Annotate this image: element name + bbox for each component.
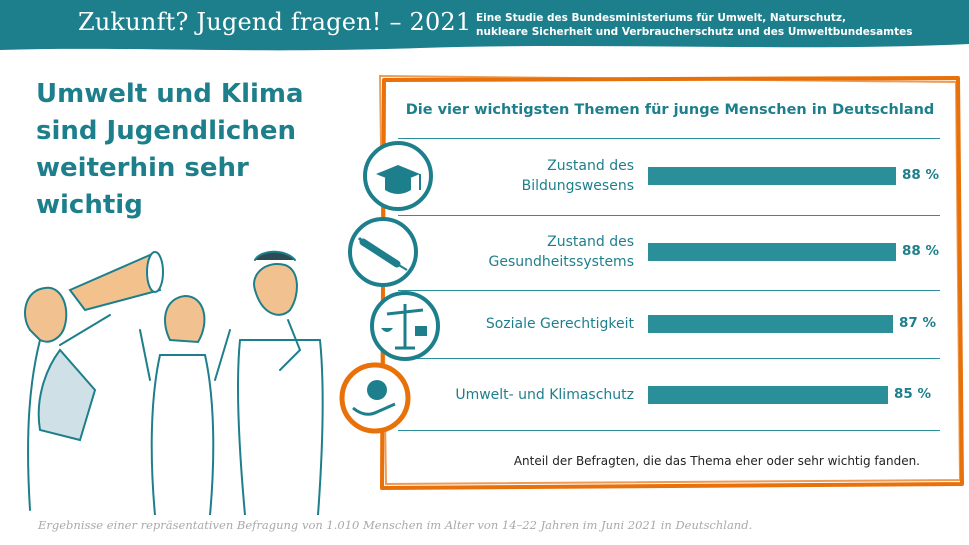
category-label: Zustand des Bildungswesens bbox=[521, 158, 634, 194]
brand-title: Zukunft? Jugend fragen! – 2021 bbox=[78, 8, 472, 36]
header-subtitle-line-1: Eine Studie des Bundesministeriums für U… bbox=[476, 12, 846, 24]
category-label: Umwelt- und Klimaschutz bbox=[455, 387, 634, 403]
value-label: 88 % bbox=[902, 243, 940, 259]
value-label: 87 % bbox=[899, 315, 937, 331]
scales-of-justice-icon bbox=[370, 291, 440, 361]
header-wave-background bbox=[0, 0, 969, 51]
chart-footnote: Anteil der Befragten, die das Thema eher… bbox=[513, 454, 920, 468]
globe-in-hand-icon bbox=[339, 362, 411, 434]
row-divider bbox=[398, 290, 940, 291]
youth-protest-illustration bbox=[24, 250, 324, 515]
bar bbox=[648, 386, 888, 404]
row-divider bbox=[398, 358, 940, 359]
category-label: Zustand des Gesundheitssystems bbox=[488, 234, 634, 270]
row-divider bbox=[398, 215, 940, 216]
chart-frame bbox=[378, 74, 964, 490]
value-label: 88 % bbox=[902, 167, 940, 183]
value-label: 85 % bbox=[894, 386, 932, 402]
graduation-cap-icon bbox=[363, 141, 433, 211]
header-banner: Zukunft? Jugend fragen! – 2021 Eine Stud… bbox=[0, 0, 969, 56]
row-divider bbox=[398, 430, 940, 431]
chart-title: Die vier wichtigsten Themen für junge Me… bbox=[405, 102, 935, 118]
row-divider bbox=[398, 138, 940, 139]
survey-footnote: Ergebnisse einer repräsentativen Befragu… bbox=[38, 518, 753, 532]
header-subtitle: Eine Studie des Bundesministeriums für U… bbox=[476, 11, 956, 39]
syringe-icon bbox=[348, 217, 418, 287]
header-subtitle-line-2: nukleare Sicherheit und Verbraucherschut… bbox=[476, 26, 913, 38]
headline: Umwelt und Klima sind Jugendlichen weite… bbox=[36, 79, 304, 220]
bar bbox=[648, 243, 896, 261]
bar bbox=[648, 167, 896, 185]
bar bbox=[648, 315, 893, 333]
category-label: Soziale Gerechtigkeit bbox=[485, 316, 634, 332]
